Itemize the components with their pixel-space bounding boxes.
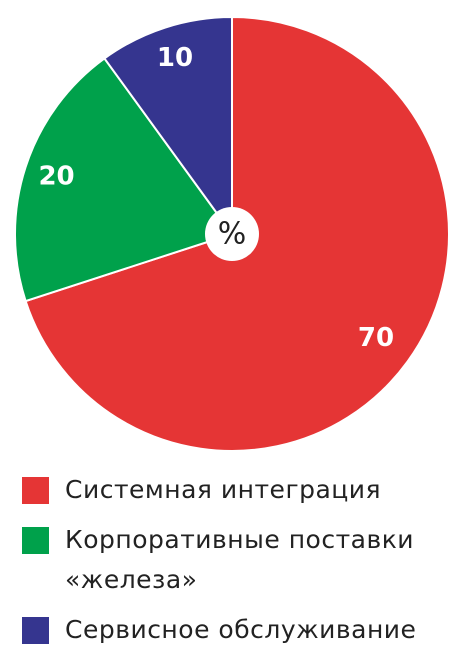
legend: Системная интеграция Корпоративные постав… [22,470,458,660]
center-circle [205,207,259,261]
data-label: 70 [358,323,394,353]
legend-item: Сервисное обслуживание [22,610,458,650]
legend-swatch [22,527,49,554]
data-label: 20 [38,162,74,192]
legend-item: Системная интеграция [22,470,458,510]
pie-slice [14,57,234,303]
chart: 70 20 10% [14,15,450,452]
legend-swatch [22,617,49,644]
legend-item: Корпоративные поставки «железа» [22,520,458,600]
legend-swatch [22,477,49,504]
legend-label: Системная интеграция [65,475,382,504]
legend-label: Корпоративные поставки «железа» [65,525,415,594]
center-label: % [218,217,247,252]
pie-slice [103,15,233,238]
legend-label: Сервисное обслуживание [65,615,417,644]
data-label: 10 [157,43,193,73]
